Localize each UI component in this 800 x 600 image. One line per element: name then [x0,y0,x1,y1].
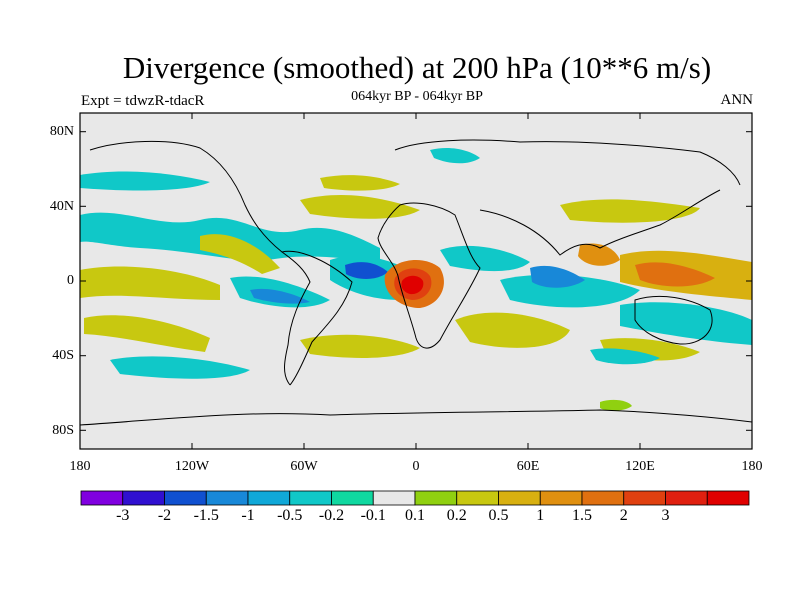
colorbar-swatch [289,490,332,506]
experiment-label: Expt = tdwzR-tdacR [81,93,205,109]
lon-label-180-west: 180 [69,459,91,474]
divergence-field [80,147,752,411]
lon-label-0: 0 [412,459,420,474]
colorbar-label: -0.1 [360,507,386,524]
lat-ticks [80,131,752,431]
lat-label-80s: 80S [52,423,74,438]
colorbar [80,490,750,506]
colorbar-label: 1.5 [572,507,592,524]
colorbar-swatch [414,490,458,506]
lon-label-60w: 60W [290,459,318,474]
colorbar-swatch [331,490,374,506]
lon-label-60e: 60E [516,459,540,474]
colorbar-swatch [205,490,249,506]
colorbar-label: 0.2 [446,507,467,524]
colorbar-swatch [247,490,291,506]
colorbar-swatch [665,490,708,506]
colorbar-label: -3 [116,507,130,524]
colorbar-swatch [581,490,625,506]
coastlines [80,139,752,426]
plot-title: Divergence (smoothed) at 200 hPa (10**6 … [122,50,712,85]
colorbar-label: -0.5 [277,507,303,524]
lat-label-40s: 40S [52,348,74,363]
period-label: 064kyr BP - 064kyr BP [351,89,483,104]
lon-label-180-east: 180 [741,459,763,474]
season-label: ANN [720,92,754,108]
colorbar-label: 1 [536,507,545,524]
colorbar-swatch [372,490,416,506]
colorbar-swatch [80,490,124,506]
colorbar-label: 0.5 [488,507,509,524]
colorbar-label: -1.5 [193,507,219,524]
colorbar-label: 0.1 [405,507,425,524]
colorbar-swatch [498,490,541,506]
colorbar-label: 3 [661,507,670,524]
lat-label-40n: 40N [49,199,74,214]
lat-label-0: 0 [67,273,74,288]
colorbar-swatch [122,490,165,506]
colorbar-label: -2 [157,507,172,524]
colorbar-swatch [539,490,583,506]
lat-label-80n: 80N [49,124,74,139]
lon-label-120w: 120W [174,459,210,474]
colorbar-label: 2 [619,507,628,524]
colorbar-label: -0.2 [318,507,345,524]
colorbar-swatch [623,490,666,506]
colorbar-swatch [706,490,750,506]
lon-ticks [191,113,641,449]
lon-label-120e: 120E [625,459,655,474]
colorbar-swatch [456,490,499,506]
colorbar-swatch [164,490,207,506]
colorbar-label: -1 [241,507,255,524]
